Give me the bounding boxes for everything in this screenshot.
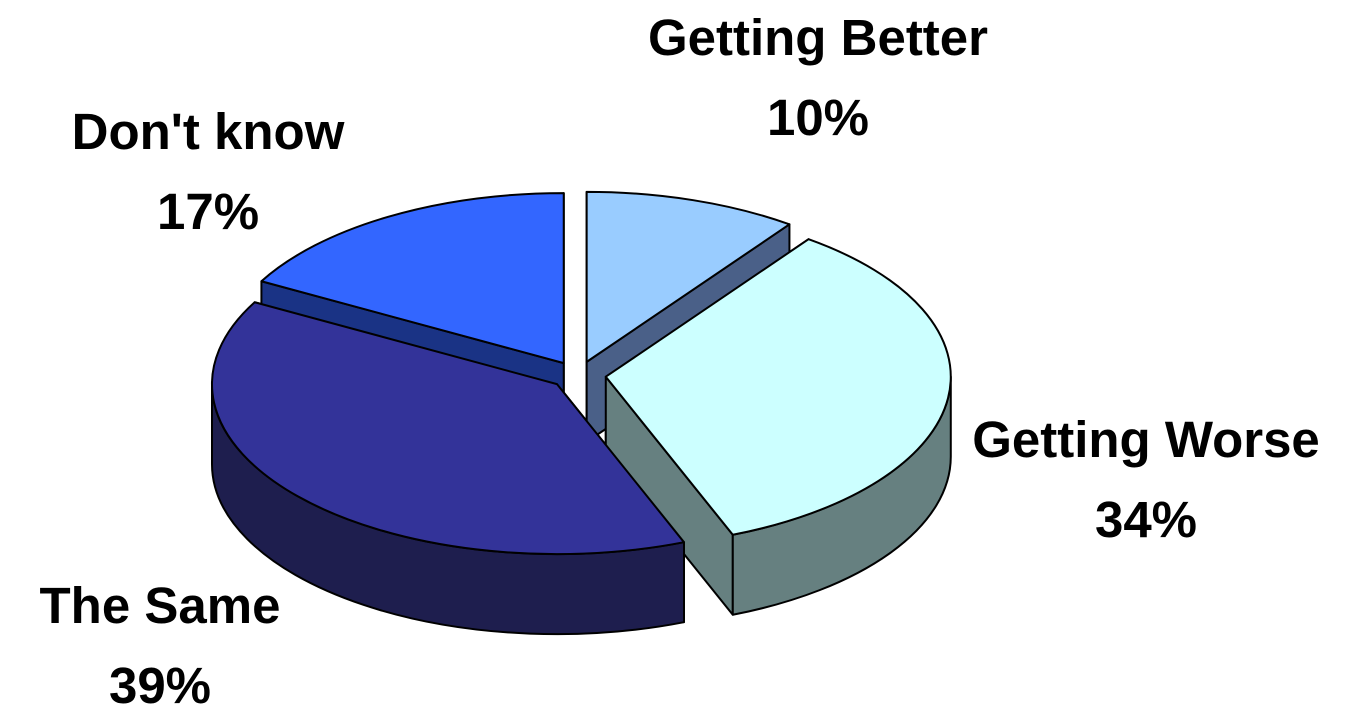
pie-chart-graphic (210, 190, 952, 636)
pie-slice-getting-worse (604, 238, 952, 536)
slice-label-getting-better-name: Getting Better (647, 9, 989, 66)
slice-label-dont-know-percent: 17% (156, 183, 260, 240)
slice-label-the-same: The Same 39% (40, 566, 281, 726)
slice-label-getting-better: Getting Better 10% (648, 0, 988, 158)
slice-label-the-same-name: The Same (39, 577, 281, 634)
pie-chart: Getting Better 10% Don't know 17% Gettin… (40, 0, 1320, 714)
slice-label-getting-better-percent: 10% (766, 89, 870, 146)
slice-label-getting-worse-percent: 34% (1094, 491, 1198, 548)
slice-label-dont-know-name: Don't know (71, 103, 345, 160)
pie-slice-don-t-know (260, 192, 565, 365)
slice-label-dont-know: Don't know 17% (72, 92, 345, 252)
slice-label-getting-worse: Getting Worse 34% (972, 400, 1320, 560)
slice-label-getting-worse-name: Getting Worse (972, 411, 1320, 468)
slice-label-the-same-percent: 39% (108, 657, 212, 714)
pie-slice-the-same (211, 301, 685, 556)
pie-slice-getting-better (585, 190, 791, 363)
